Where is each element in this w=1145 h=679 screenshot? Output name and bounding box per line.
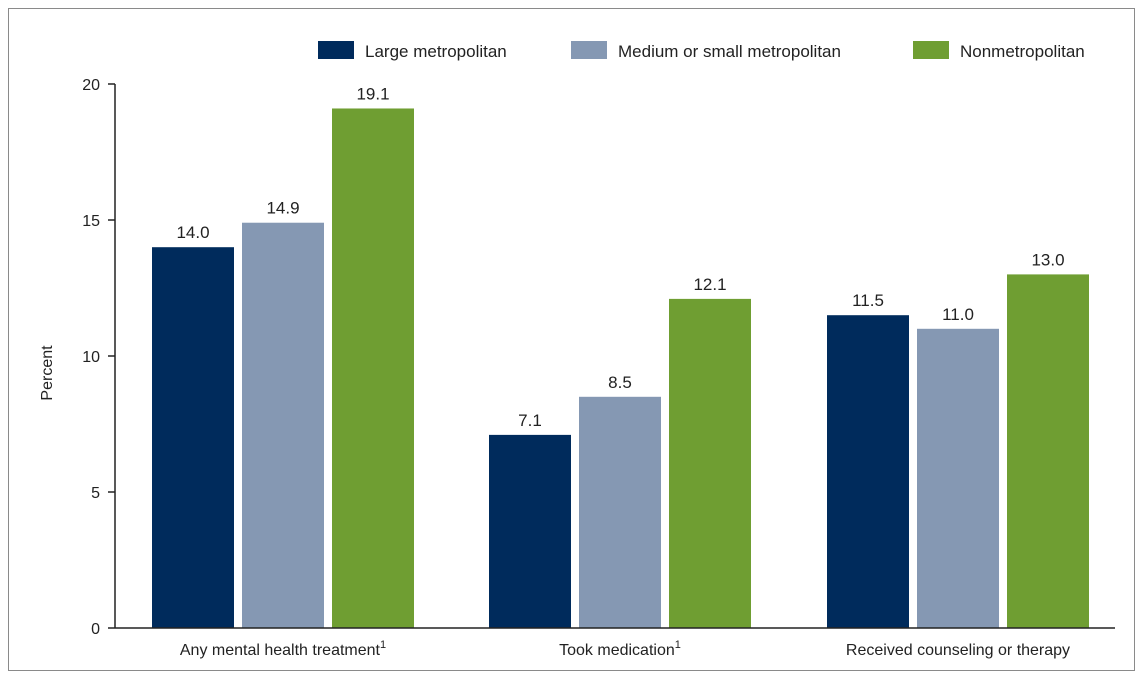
- footnote-marker: 1: [675, 639, 681, 651]
- legend-label: Medium or small metropolitan: [618, 42, 841, 61]
- x-tick-label: Took medication1: [559, 639, 681, 659]
- bar: [332, 108, 414, 629]
- data-label: 11.0: [942, 305, 974, 324]
- bar: [1007, 274, 1089, 628]
- y-tick-label: 10: [82, 349, 100, 366]
- bar: [827, 315, 909, 628]
- y-tick-label: 5: [91, 485, 100, 502]
- bars: 14.0 14.9 19.1 7.1 8.5 12.1 11.5 11.0 13.0: [152, 84, 1089, 629]
- legend-swatch: [913, 41, 949, 59]
- legend-label: Nonmetropolitan: [960, 42, 1085, 61]
- data-label: 8.5: [608, 373, 632, 392]
- data-label: 19.1: [356, 84, 389, 103]
- bar: [242, 222, 324, 628]
- x-axis: Any mental health treatment1 Took medicat…: [115, 627, 1115, 659]
- data-label: 13.0: [1031, 250, 1064, 269]
- footnote-marker: 1: [380, 639, 386, 651]
- bar: [152, 247, 234, 628]
- x-tick-label: Any mental health treatment1: [180, 639, 386, 659]
- y-tick-label: 0: [91, 621, 100, 638]
- x-tick-label: Received counseling or therapy: [846, 642, 1070, 659]
- legend-swatch: [318, 41, 354, 59]
- bar: [489, 434, 571, 628]
- legend: Large metropolitan Medium or small metrop…: [318, 41, 1085, 61]
- bar: [669, 298, 751, 628]
- y-tick-label: 20: [82, 77, 100, 94]
- y-axis: 0 5 10 15 20: [82, 77, 116, 638]
- bar: [579, 396, 661, 628]
- chart-frame: [8, 8, 1135, 671]
- data-label: 12.1: [693, 275, 726, 294]
- data-label: 11.5: [852, 291, 884, 310]
- data-label: 14.9: [266, 199, 299, 218]
- data-label: 14.0: [176, 223, 209, 242]
- legend-swatch: [571, 41, 607, 59]
- y-tick-label: 15: [82, 213, 100, 230]
- legend-label: Large metropolitan: [365, 42, 507, 61]
- data-label: 7.1: [518, 411, 542, 430]
- y-axis-label: Percent: [39, 345, 56, 401]
- bar: [917, 328, 999, 628]
